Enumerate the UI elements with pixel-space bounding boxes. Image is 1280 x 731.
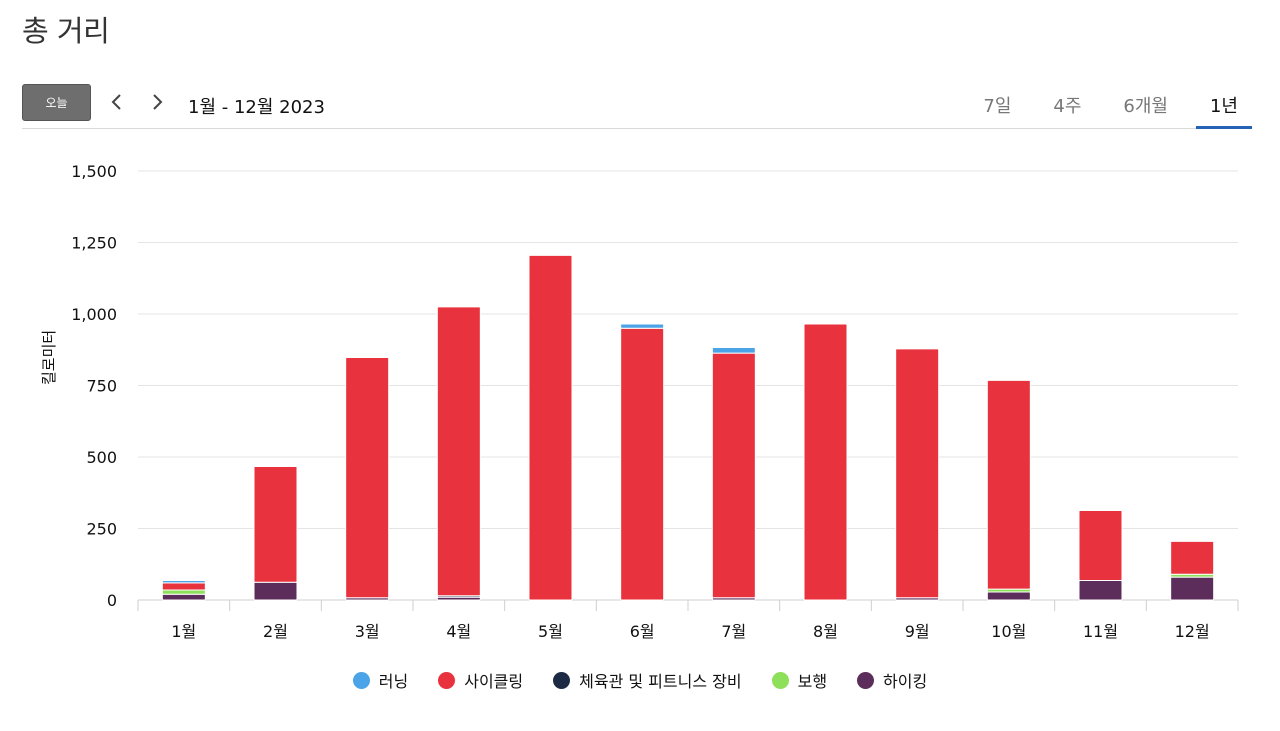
legend-label: 하이킹 bbox=[883, 672, 928, 691]
next-period-button[interactable] bbox=[145, 90, 169, 114]
legend-item[interactable]: 하이킹 bbox=[857, 668, 927, 692]
legend-item[interactable]: 사이클링 bbox=[438, 668, 523, 692]
date-toolbar: 오늘 1월 - 12월 2023 7일 4주 6개월 1년 bbox=[22, 84, 1253, 129]
y-tick-label: 0 bbox=[107, 591, 117, 610]
x-tick-label: 2월 bbox=[263, 622, 288, 641]
period-tabs: 7일 4주 6개월 1년 bbox=[955, 84, 1253, 129]
tab-6-months[interactable]: 6개월 bbox=[1123, 96, 1168, 117]
bar-segment bbox=[528, 254, 573, 601]
tab-4-weeks[interactable]: 4주 bbox=[1053, 96, 1082, 117]
date-range-label: 1월 - 12월 2023 bbox=[188, 97, 325, 118]
bar-segment bbox=[620, 323, 665, 329]
x-tick-label: 8월 bbox=[813, 622, 838, 641]
x-tick-label: 5월 bbox=[538, 622, 563, 641]
bar-segment bbox=[986, 591, 1031, 601]
y-tick-label: 1,250 bbox=[71, 234, 117, 253]
legend-item[interactable]: 체육관 및 피트니스 장비 bbox=[553, 668, 742, 692]
legend-item[interactable]: 러닝 bbox=[352, 668, 409, 692]
bar-segment bbox=[161, 593, 206, 601]
bar-segment bbox=[345, 356, 390, 599]
legend-label: 체육관 및 피트니스 장비 bbox=[579, 672, 742, 691]
bar-segment bbox=[161, 589, 206, 595]
x-tick-label: 6월 bbox=[630, 622, 655, 641]
y-tick-label: 750 bbox=[86, 377, 117, 396]
bar-segment bbox=[895, 348, 940, 599]
legend-label: 러닝 bbox=[378, 672, 409, 691]
bar-segment bbox=[620, 327, 665, 601]
x-tick-label: 11월 bbox=[1083, 622, 1118, 641]
stacked-bar-chart: 0 250 500 750 1,000 1,250 1,500 1월 2월 3월 4월 5월 6월 7월 8… bbox=[71, 162, 1239, 641]
today-button[interactable]: 오늘 bbox=[22, 84, 91, 121]
bar-segment bbox=[1170, 576, 1215, 601]
chevron-right-icon bbox=[153, 94, 163, 110]
x-tick-label: 4월 bbox=[446, 622, 471, 641]
tab-1-year[interactable]: 1년 bbox=[1195, 84, 1253, 129]
chevron-left-icon bbox=[111, 94, 121, 110]
bar-segment bbox=[436, 306, 481, 597]
bar-segment bbox=[1170, 540, 1215, 575]
chart-legend: 러닝 사이클링 체육관 및 피트니스 장비 보행 하이킹 bbox=[0, 668, 1280, 692]
legend-color-dot bbox=[438, 671, 456, 689]
bar-segment bbox=[161, 582, 206, 591]
y-tick-label: 1,000 bbox=[71, 305, 117, 324]
previous-period-button[interactable] bbox=[105, 90, 129, 114]
legend-color-dot bbox=[771, 671, 789, 689]
x-tick-label: 7월 bbox=[721, 622, 746, 641]
bar-segment bbox=[161, 580, 206, 584]
bar-segment bbox=[1078, 509, 1123, 582]
legend-item[interactable]: 보행 bbox=[771, 668, 828, 692]
bar-segment bbox=[803, 323, 848, 601]
tab-7-days[interactable]: 7일 bbox=[983, 96, 1012, 117]
bar-segment bbox=[986, 379, 1031, 590]
y-tick-label: 500 bbox=[86, 448, 117, 467]
y-tick-label: 1,500 bbox=[71, 162, 117, 181]
bar-segment bbox=[711, 346, 756, 354]
y-tick-label: 250 bbox=[86, 520, 117, 539]
x-tick-label: 9월 bbox=[905, 622, 930, 641]
x-tick-label: 3월 bbox=[355, 622, 380, 641]
bar-segment bbox=[253, 465, 298, 583]
legend-label: 보행 bbox=[797, 672, 828, 691]
legend-label: 사이클링 bbox=[464, 672, 524, 691]
x-tick-label: 1월 bbox=[171, 622, 196, 641]
bar-segment bbox=[253, 581, 298, 601]
bar-segment bbox=[711, 352, 756, 599]
legend-color-dot bbox=[352, 671, 370, 689]
x-tick-label: 10월 bbox=[991, 622, 1026, 641]
page-title: 총 거리 bbox=[22, 14, 110, 48]
legend-color-dot bbox=[553, 671, 571, 689]
x-tick-label: 12월 bbox=[1175, 622, 1210, 641]
bar-segment bbox=[1078, 580, 1123, 601]
legend-color-dot bbox=[857, 671, 875, 689]
